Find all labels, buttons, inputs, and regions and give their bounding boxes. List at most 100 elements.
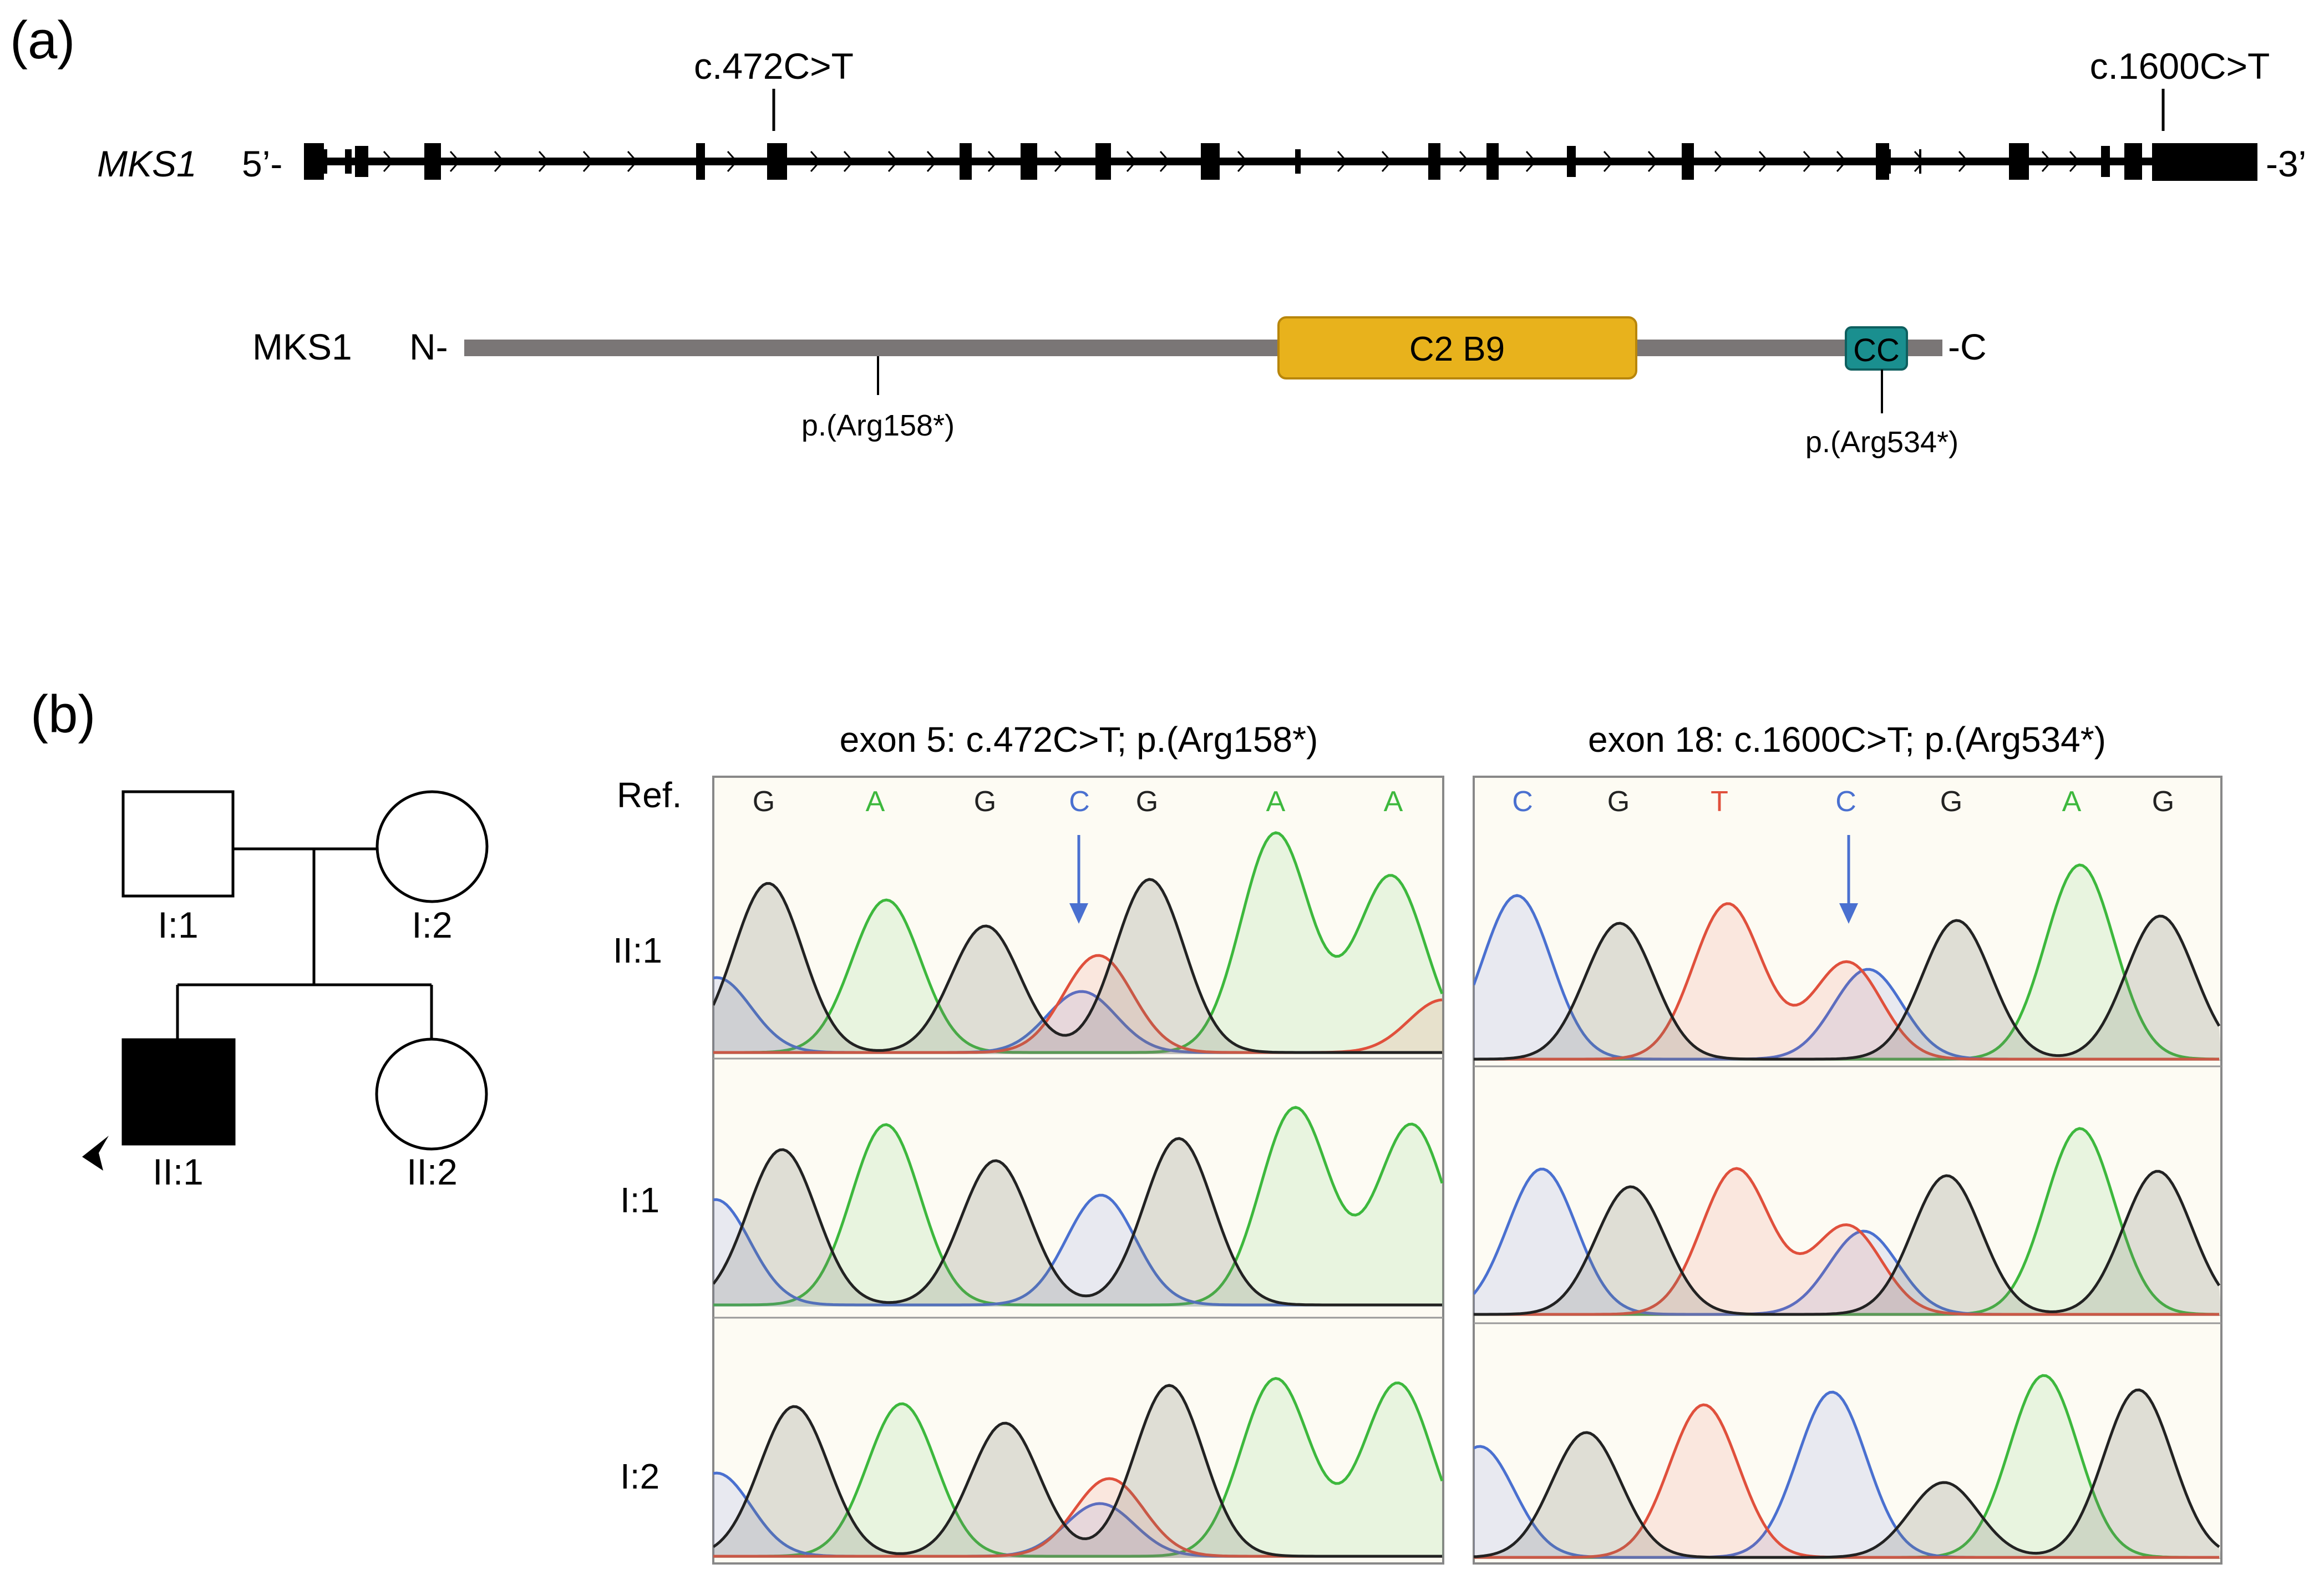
ref-base-exon18-7: G [2152, 786, 2174, 818]
ref-base-exon5-5: G [1136, 786, 1158, 818]
trace-fill-G-1 [1474, 916, 2221, 1061]
variant-label-c472: c.472C>T [694, 45, 854, 87]
trace-fill-A-3 [1474, 1375, 2221, 1559]
trace-line-A-3 [713, 1376, 1443, 1558]
trace-fill-T-1 [1474, 903, 2221, 1061]
pedigree-label-II-1: II:1 [153, 1151, 204, 1192]
protein-n-term: N- [409, 326, 448, 367]
protein-backbone [464, 340, 1942, 356]
intron-arrow-11 [926, 151, 938, 172]
panel-b-label: (b) [31, 685, 95, 744]
chromatogram-title-exon18: exon 18: c.1600C>T; p.(Arg534*) [1588, 720, 2106, 760]
exon-2 [322, 149, 327, 174]
exon-25 [2135, 143, 2142, 180]
domain-c2b9 [1277, 316, 1637, 379]
trace-fill-G-3 [713, 1385, 1443, 1558]
trace-line-G-1 [1474, 914, 2221, 1061]
variant-arrow-exon5-icon [1069, 835, 1088, 924]
exon-9 [1021, 143, 1037, 180]
intron-arrow-14 [1126, 151, 1138, 172]
exon-7 [767, 143, 787, 180]
exon-22 [2009, 143, 2029, 180]
intron-arrow-12 [987, 151, 999, 172]
trace-fill-A-2 [1474, 1128, 2221, 1316]
trace-layer-exon18 [1474, 863, 2221, 1559]
exon-8 [960, 143, 972, 180]
pedigree-female-II-2 [375, 1037, 488, 1151]
exon-5 [424, 143, 441, 180]
gene-five-prime: 5’- [242, 143, 282, 184]
ref-base-exon5-2: A [866, 786, 885, 818]
panel-a-label: (a) [10, 11, 75, 70]
intron-arrow-30 [2069, 151, 2081, 172]
protein-variant-label-arg534: p.(Arg534*) [1805, 426, 1958, 459]
trace-fill-C-1 [713, 978, 1443, 1054]
intron-arrow-3 [494, 151, 505, 172]
exon-16 [1682, 143, 1694, 180]
exon-23 [2101, 146, 2110, 177]
protein-model: MKS1 N- C2 B9 CC -C p.(Arg158*) p.(Arg53… [252, 316, 1987, 459]
trace-line-A-2 [713, 1106, 1443, 1307]
exon-28 [1889, 149, 1891, 174]
intron-arrow-2 [449, 151, 461, 172]
protein-variant-label-arg158: p.(Arg158*) [801, 409, 955, 442]
intron-arrow-15 [1159, 151, 1171, 172]
intron-arrow-10 [887, 151, 899, 172]
trace-line-G-2 [713, 1137, 1442, 1307]
ref-base-exon18-3: T [1711, 786, 1728, 818]
intron-arrow-4 [538, 151, 550, 172]
panel-a: (a) MKS1 5’- -3’ c.472C>T c.1600C>T MKS1… [10, 11, 2306, 459]
row-label-I-1: I:1 [620, 1180, 659, 1220]
intron-arrow-19 [1459, 151, 1470, 172]
intron-arrow-6 [627, 151, 638, 172]
ref-label: Ref. [617, 775, 682, 815]
trace-line-G-3 [1474, 1388, 2220, 1559]
row-label-II-1: II:1 [613, 930, 662, 970]
trace-fill-A-1 [1474, 865, 2221, 1061]
pedigree-male-I-1 [121, 790, 235, 898]
intron-arrow-23 [1714, 151, 1726, 172]
trace-fill-A-3 [713, 1378, 1443, 1558]
intron-arrow-29 [2041, 151, 2053, 172]
trace-fill-C-3 [713, 1473, 1443, 1558]
intron-arrow-17 [1337, 151, 1348, 172]
intron-arrow-20 [1525, 151, 1537, 172]
ref-base-exon18-2: G [1607, 786, 1630, 818]
row-label-I-2: I:2 [620, 1456, 659, 1496]
trace-fill-T-1 [713, 955, 1443, 1054]
trace-fill-A-2 [713, 1107, 1443, 1307]
intron-arrow-7 [727, 151, 738, 172]
exon-10 [1095, 143, 1111, 180]
trace-fill-T-2 [1474, 1168, 2221, 1316]
ref-base-exon5-4: C [1069, 786, 1090, 818]
protein-c-term: -C [1948, 326, 1987, 367]
gene-model: MKS1 5’- -3’ c.472C>T c.1600C>T [97, 45, 2306, 184]
exon-21 [1883, 149, 1885, 174]
variant-arrow-exon18-icon [1839, 835, 1858, 924]
exon-15 [1567, 146, 1576, 177]
gene-three-prime: -3’ [2266, 143, 2306, 184]
intron-arrow-27 [1914, 151, 1925, 172]
exon-4 [355, 146, 368, 177]
trace-fill-G-1 [713, 879, 1443, 1054]
pedigree-female-I-2 [376, 790, 489, 903]
domain-cc-label: CC [1853, 332, 1900, 368]
pedigree [82, 790, 489, 1171]
exon-27 [1919, 149, 1921, 174]
intron-arrow-21 [1603, 151, 1615, 172]
exon-12 [1295, 149, 1301, 174]
trace-fill-G-2 [1474, 1171, 2221, 1316]
domain-cc [1845, 326, 1908, 371]
proband-arrow-icon [82, 1136, 109, 1171]
ref-base-exon5-7: A [1384, 786, 1403, 818]
trace-fill-A-1 [713, 832, 1443, 1054]
exon-11 [1201, 143, 1220, 180]
exon-6 [696, 143, 705, 180]
trace-line-T-2 [1474, 1167, 2219, 1316]
intron-arrow-16 [1237, 151, 1249, 172]
exon-18 [1880, 149, 1882, 174]
trace-layer-exon5 [713, 831, 1443, 1558]
intron-arrow-24 [1758, 151, 1770, 172]
trace-fill-C-3 [1474, 1392, 2221, 1559]
intron-arrow-8 [810, 151, 821, 172]
